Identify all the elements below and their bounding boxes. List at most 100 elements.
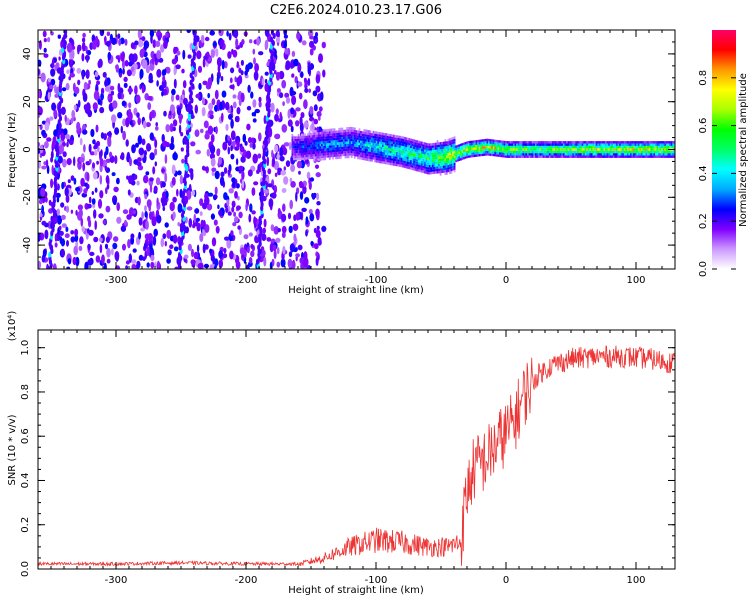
spectrogram-cell bbox=[113, 186, 119, 193]
spectrogram-cell bbox=[614, 143, 617, 146]
spectrogram-cell bbox=[294, 153, 297, 156]
spectrogram-cell bbox=[444, 153, 447, 156]
spectrogram-cell bbox=[378, 160, 381, 164]
spectrogram-cell bbox=[587, 141, 590, 144]
spectrogram-cell bbox=[628, 141, 631, 144]
spectrogram-cell bbox=[645, 141, 648, 144]
figure-title: C2E6.2024.010.23.17.G06 bbox=[270, 3, 442, 18]
spectrogram-cell bbox=[453, 148, 456, 151]
spectrogram-cell bbox=[79, 137, 83, 146]
spectrogram-cell bbox=[321, 143, 323, 147]
spectrogram-cell bbox=[330, 142, 333, 146]
spectrogram-cell bbox=[589, 155, 592, 158]
spectrogram-cell bbox=[419, 169, 422, 173]
spectrogram-cell bbox=[538, 150, 540, 154]
spectrogram-cell bbox=[219, 176, 225, 187]
spectrogram-cell bbox=[642, 150, 645, 154]
spectrogram-cell bbox=[171, 94, 174, 103]
spectrogram-cell bbox=[336, 147, 339, 150]
spectrogram-cell bbox=[172, 234, 178, 244]
spectrogram-cell bbox=[148, 72, 153, 83]
spectrogram-cell bbox=[137, 117, 141, 126]
spectrogram-cell bbox=[600, 148, 603, 151]
spectrogram-cell bbox=[492, 149, 495, 152]
spectrogram-cell bbox=[461, 145, 464, 148]
spectrogram-cell bbox=[617, 155, 620, 158]
spectrogram-cell bbox=[347, 134, 350, 137]
spectrogram-cell bbox=[279, 111, 283, 121]
spectrogram-cell bbox=[400, 162, 403, 165]
spectrogram-cell bbox=[603, 150, 606, 154]
spectrogram-cell bbox=[209, 144, 216, 154]
spectrogram-cell bbox=[405, 166, 408, 169]
spectrogram-cell bbox=[73, 156, 76, 167]
spectrogram-cell bbox=[338, 139, 341, 143]
spectrogram-cell bbox=[304, 154, 306, 158]
spectrogram-cell bbox=[297, 136, 300, 139]
spectrogram-cell bbox=[445, 150, 448, 154]
spectrogram-cell bbox=[436, 168, 439, 172]
spectrogram-cell bbox=[433, 159, 436, 162]
spectrogram-cell bbox=[438, 159, 440, 162]
spectrogram-cell bbox=[480, 151, 483, 154]
spectrogram-cell bbox=[523, 141, 526, 144]
spectrogram-cell bbox=[309, 213, 315, 222]
spectrogram-cell bbox=[357, 140, 359, 143]
spectrogram-cell bbox=[343, 148, 345, 152]
spectrogram-cell bbox=[619, 155, 621, 158]
spectrogram-cell bbox=[609, 143, 612, 146]
spectrogram-cell bbox=[528, 155, 531, 158]
spectrogram-cell bbox=[299, 143, 302, 146]
spectrogram-cell bbox=[424, 142, 426, 145]
spectrogram-cell bbox=[447, 143, 450, 146]
spectrogram-cell bbox=[665, 141, 668, 144]
spectrogram-cell bbox=[149, 132, 154, 141]
spectrogram-cell bbox=[263, 189, 270, 194]
spectrogram-cell bbox=[433, 150, 436, 153]
spectrogram-cell bbox=[469, 155, 472, 158]
spectrogram-cell bbox=[620, 143, 623, 146]
spectrogram-cell bbox=[431, 147, 434, 151]
spectrogram-cell bbox=[427, 148, 429, 151]
spectrogram-cell bbox=[436, 144, 439, 148]
spectrogram-cell bbox=[162, 206, 166, 211]
spectrogram-cell bbox=[474, 142, 476, 146]
spectrogram-cell bbox=[228, 113, 233, 120]
spectrogram-cell bbox=[388, 148, 390, 151]
spectrogram-cell bbox=[269, 43, 273, 50]
spectrogram-cell bbox=[294, 141, 297, 144]
colorbar-label: Normalized spectral amplitude bbox=[738, 73, 749, 227]
spectrogram-cell bbox=[344, 129, 347, 133]
spectrogram-cell bbox=[375, 143, 378, 146]
spectrogram-cell bbox=[194, 129, 200, 137]
spectrogram-cell bbox=[456, 159, 459, 162]
spectrogram-cell bbox=[38, 199, 43, 205]
spectrogram-cell bbox=[168, 110, 172, 116]
spectrogram-cell bbox=[385, 133, 387, 136]
spectrogram-cell bbox=[483, 146, 486, 149]
spectrogram-cell bbox=[307, 145, 309, 148]
spectrogram-cell bbox=[419, 157, 422, 161]
spectrogram-cell bbox=[141, 85, 145, 94]
spectrogram-cell bbox=[405, 142, 408, 145]
spectrogram-cell bbox=[227, 135, 231, 142]
spectrogram-cell bbox=[65, 82, 70, 91]
spectrogram-cell bbox=[651, 153, 654, 156]
spectrogram-cell bbox=[358, 152, 361, 155]
spectrogram-cell bbox=[357, 144, 359, 148]
spectrogram-cell bbox=[617, 153, 620, 156]
spectrogram-cell bbox=[121, 100, 127, 107]
spectrogram-cell bbox=[197, 91, 203, 102]
spectrogram-cell bbox=[360, 157, 362, 160]
spectrogram-cell bbox=[220, 171, 225, 177]
spectrogram-cell bbox=[665, 153, 668, 156]
spectrogram-cell bbox=[311, 135, 314, 138]
spectrogram-cell bbox=[305, 230, 308, 237]
spectrogram-cell bbox=[307, 77, 311, 87]
spectrogram-cell bbox=[165, 124, 170, 133]
spectrogram-cell bbox=[171, 164, 176, 175]
spectrogram-cell bbox=[508, 143, 511, 146]
spectrogram-cell bbox=[388, 155, 390, 158]
spectrogram-cell bbox=[612, 150, 615, 154]
